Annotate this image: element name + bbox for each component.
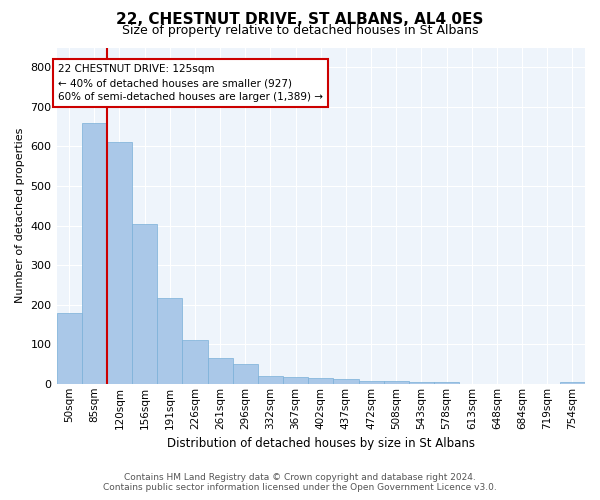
X-axis label: Distribution of detached houses by size in St Albans: Distribution of detached houses by size … [167,437,475,450]
Bar [359,381,383,384]
Bar [434,382,459,384]
Bar [182,340,208,384]
Bar [132,224,157,384]
Text: 22, CHESTNUT DRIVE, ST ALBANS, AL4 0ES: 22, CHESTNUT DRIVE, ST ALBANS, AL4 0ES [116,12,484,28]
Bar [107,142,132,384]
Text: Contains HM Land Registry data © Crown copyright and database right 2024.
Contai: Contains HM Land Registry data © Crown c… [103,473,497,492]
Bar [233,364,258,384]
Bar [56,314,82,384]
Bar [383,381,409,384]
Bar [258,376,283,384]
Bar [82,122,107,384]
Bar [208,358,233,384]
Bar [308,378,334,384]
Bar [283,377,308,384]
Bar [334,378,359,384]
Bar [157,298,182,384]
Y-axis label: Number of detached properties: Number of detached properties [15,128,25,304]
Text: Size of property relative to detached houses in St Albans: Size of property relative to detached ho… [122,24,478,37]
Bar [409,382,434,384]
Bar [560,382,585,384]
Text: 22 CHESTNUT DRIVE: 125sqm
← 40% of detached houses are smaller (927)
60% of semi: 22 CHESTNUT DRIVE: 125sqm ← 40% of detac… [58,64,323,102]
